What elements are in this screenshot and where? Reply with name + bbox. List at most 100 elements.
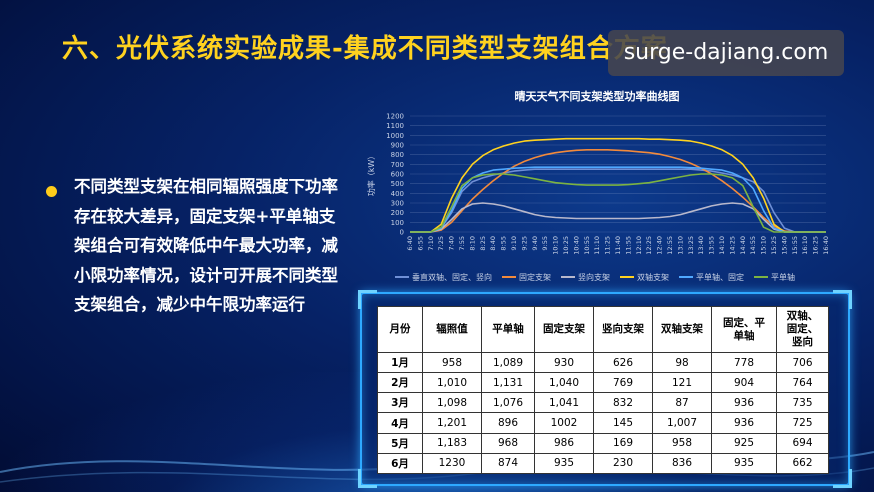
legend-label: 竖向支架 (578, 272, 610, 282)
header-cell: 双轴、固定、竖向 (776, 306, 829, 353)
value-cell: 769 (593, 372, 653, 394)
value-cell: 968 (481, 432, 535, 454)
y-tick-label: 1000 (386, 132, 404, 140)
x-tick-label: 8:55 (500, 236, 508, 251)
table-header-row: 月份 辐照值 平单轴 固定支架 竖向支架 双轴支架 固定、平单轴 双轴、固定、竖… (377, 306, 829, 353)
x-tick-label: 16:25 (812, 236, 820, 255)
table-row: 5月 1,183 968 986 169 958 925 694 (377, 432, 829, 454)
header-cell: 竖向支架 (593, 306, 653, 353)
table-row: 4月 1,201 896 1002 145 1,007 936 725 (377, 412, 829, 434)
slide-title: 六、光伏系统实验成果-集成不同类型支架组合方案 (62, 34, 668, 64)
x-tick-label: 11:55 (624, 236, 632, 255)
y-tick-label: 300 (391, 200, 404, 208)
value-cell: 735 (776, 392, 829, 414)
value-cell: 1002 (534, 412, 594, 434)
legend-swatch (502, 276, 516, 278)
monthly-data-table: 月份 辐照值 平单轴 固定支架 竖向支架 双轴支架 固定、平单轴 双轴、固定、竖… (377, 306, 829, 475)
value-cell: 832 (593, 392, 653, 414)
x-tick-label: 12:55 (666, 236, 674, 255)
x-tick-label: 11:40 (614, 236, 622, 255)
value-cell: 662 (776, 452, 829, 475)
frame-corner (833, 290, 852, 309)
bullet-text: 不同类型支架在相同辐照强度下功率存在较大差异，固定支架+平单轴支架组合可有效降低… (74, 177, 338, 314)
table-row: 2月 1,010 1,131 1,040 769 121 904 764 (377, 372, 829, 394)
frame-corner (358, 469, 377, 488)
x-tick-label: 6:55 (416, 236, 424, 251)
legend-swatch (620, 276, 634, 278)
value-cell: 87 (652, 392, 712, 414)
value-cell: 958 (422, 351, 482, 374)
x-tick-label: 7:10 (427, 236, 435, 251)
value-cell: 1230 (422, 452, 482, 475)
table-row: 6月 1230 874 935 230 836 935 662 (377, 452, 829, 475)
value-cell: 986 (534, 432, 594, 454)
value-cell: 764 (776, 372, 829, 394)
x-tick-label: 8:25 (479, 236, 487, 251)
x-tick-label: 8:10 (468, 236, 476, 251)
x-tick-label: 6:40 (406, 236, 414, 251)
value-cell: 1,089 (481, 351, 535, 374)
month-cell: 4月 (377, 412, 423, 434)
x-tick-label: 13:25 (687, 236, 695, 255)
x-tick-label: 7:55 (458, 236, 466, 251)
header-cell: 辐照值 (422, 306, 482, 353)
month-cell: 1月 (377, 351, 423, 374)
value-cell: 958 (652, 432, 712, 454)
x-tick-label: 11:25 (604, 236, 612, 255)
x-tick-label: 8:40 (489, 236, 497, 251)
y-tick-label: 0 (400, 229, 404, 237)
month-cell: 2月 (377, 372, 423, 394)
x-tick-label: 9:40 (531, 236, 539, 251)
x-tick-label: 10:55 (583, 236, 591, 255)
value-cell: 936 (711, 392, 777, 414)
legend-label: 固定支架 (519, 272, 551, 282)
value-cell: 935 (711, 452, 777, 475)
y-tick-label: 100 (391, 219, 404, 227)
legend-item: 固定支架 (502, 270, 551, 284)
legend-label: 双轴支架 (637, 272, 669, 282)
x-tick-label: 13:10 (676, 236, 684, 255)
value-cell: 706 (776, 351, 829, 374)
legend-label: 平单轴 (771, 272, 795, 282)
header-cell: 固定支架 (534, 306, 594, 353)
frame-corner (833, 469, 852, 488)
value-cell: 896 (481, 412, 535, 434)
series-line (410, 137, 826, 233)
legend-swatch (754, 276, 768, 278)
x-tick-label: 14:55 (749, 236, 757, 255)
value-cell: 1,076 (481, 392, 535, 414)
month-cell: 5月 (377, 432, 423, 454)
x-tick-label: 10:25 (562, 236, 570, 255)
value-cell: 145 (593, 412, 653, 434)
value-cell: 694 (776, 432, 829, 454)
value-cell: 626 (593, 351, 653, 374)
series-line (410, 166, 826, 233)
value-cell: 121 (652, 372, 712, 394)
legend-swatch (679, 276, 693, 278)
x-tick-label: 12:25 (645, 236, 653, 255)
value-cell: 874 (481, 452, 535, 475)
legend-item: 垂直双轴、固定、竖向 (395, 270, 492, 284)
y-tick-label: 500 (391, 180, 404, 188)
legend-item: 双轴支架 (620, 270, 669, 284)
table-row: 1月 958 1,089 930 626 98 778 706 (377, 351, 829, 374)
legend-label: 平单轴、固定 (696, 272, 744, 282)
value-cell: 1,098 (422, 392, 482, 414)
month-cell: 3月 (377, 392, 423, 414)
legend-item: 竖向支架 (561, 270, 610, 284)
x-tick-label: 7:25 (437, 236, 445, 251)
value-cell: 1,007 (652, 412, 712, 434)
y-tick-label: 400 (391, 190, 404, 198)
x-tick-label: 14:10 (718, 236, 726, 255)
legend-item: 平单轴、固定 (679, 270, 744, 284)
value-cell: 98 (652, 351, 712, 374)
x-tick-label: 10:40 (572, 236, 580, 255)
value-cell: 1,183 (422, 432, 482, 454)
x-tick-label: 15:25 (770, 236, 778, 255)
y-tick-label: 900 (391, 142, 404, 150)
value-cell: 1,010 (422, 372, 482, 394)
chart-title: 晴天天气不同支架类型功率曲线图 (514, 90, 680, 103)
y-axis-label: 功率（kW） (366, 152, 376, 197)
bullet-dot (46, 186, 57, 197)
chart-legend: 垂直双轴、固定、竖向 固定支架 竖向支架 双轴支架 平单轴、固定 平单轴 (395, 270, 815, 284)
